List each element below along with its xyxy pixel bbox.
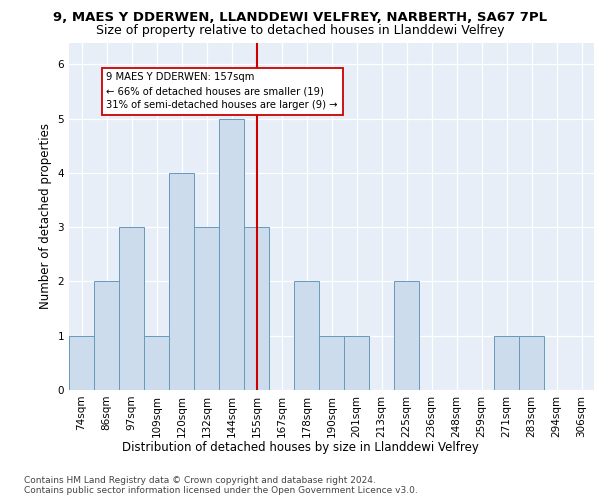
Text: 9, MAES Y DDERWEN, LLANDDEWI VELFREY, NARBERTH, SA67 7PL: 9, MAES Y DDERWEN, LLANDDEWI VELFREY, NA… xyxy=(53,11,547,24)
Bar xyxy=(219,118,244,390)
Bar xyxy=(69,336,94,390)
Bar xyxy=(319,336,344,390)
Bar xyxy=(394,282,419,390)
Bar xyxy=(294,282,319,390)
Bar xyxy=(194,227,219,390)
Bar xyxy=(519,336,544,390)
Bar xyxy=(94,282,119,390)
Bar xyxy=(144,336,169,390)
Text: Contains HM Land Registry data © Crown copyright and database right 2024.
Contai: Contains HM Land Registry data © Crown c… xyxy=(24,476,418,495)
Text: Size of property relative to detached houses in Llanddewi Velfrey: Size of property relative to detached ho… xyxy=(96,24,504,37)
Bar xyxy=(494,336,519,390)
Text: 9 MAES Y DDERWEN: 157sqm
← 66% of detached houses are smaller (19)
31% of semi-d: 9 MAES Y DDERWEN: 157sqm ← 66% of detach… xyxy=(107,72,338,110)
Bar xyxy=(344,336,369,390)
Y-axis label: Number of detached properties: Number of detached properties xyxy=(39,123,52,309)
Bar xyxy=(119,227,144,390)
Bar xyxy=(244,227,269,390)
Text: Distribution of detached houses by size in Llanddewi Velfrey: Distribution of detached houses by size … xyxy=(122,441,478,454)
Bar xyxy=(169,173,194,390)
